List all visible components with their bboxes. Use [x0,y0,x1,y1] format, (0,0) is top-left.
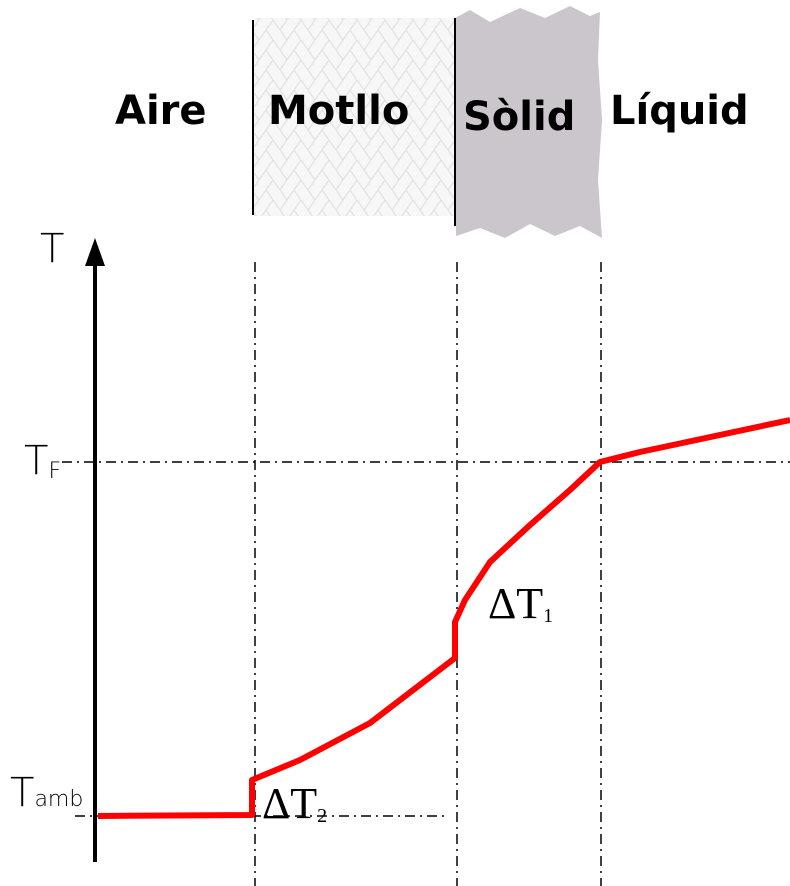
level-label: Tamb [10,770,83,816]
jump-main: ΔT [262,779,317,828]
region-label: Motllo [268,88,409,134]
level-main: T [10,770,34,816]
jump-label: ΔT2 [262,779,327,828]
jump-sub: 1 [543,605,553,627]
level-main: T [24,438,48,484]
level-label: TF [24,438,61,484]
diagram: Aire Motllo Sòlid Líquid T TF Tamb ΔT1 Δ… [0,0,790,886]
axis-label: T [40,226,64,272]
jump-sub: 2 [317,805,327,827]
jump-main: ΔT [488,579,543,628]
level-sub: amb [34,787,83,812]
region-label: Aire [115,88,207,134]
axis-arrow [85,238,105,266]
jump-label: ΔT1 [488,579,553,628]
region-label: Sòlid [463,94,575,140]
temperature-profile [98,420,790,816]
level-sub: F [48,459,61,484]
region-label: Líquid [610,88,749,134]
